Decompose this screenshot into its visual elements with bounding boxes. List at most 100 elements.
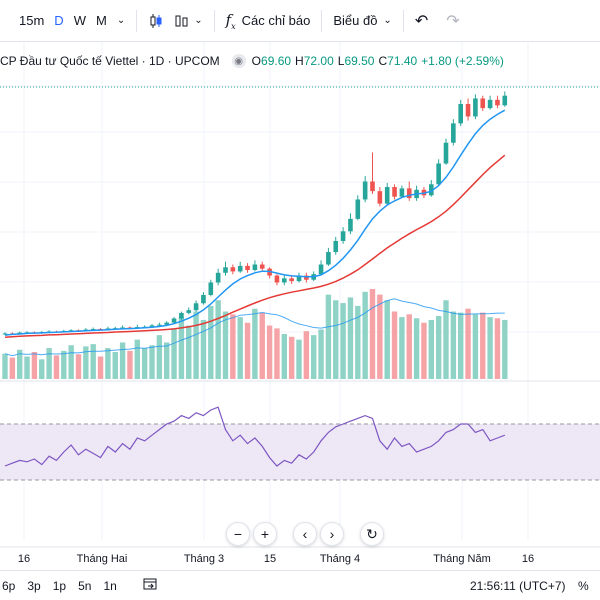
candle-body xyxy=(348,218,353,232)
volume-bar xyxy=(502,319,508,379)
candle-body xyxy=(487,99,493,109)
volume-bar xyxy=(259,312,265,379)
volume-bar xyxy=(75,354,82,379)
toolbar-divider xyxy=(402,9,404,32)
volume-bar xyxy=(318,329,324,379)
volume-bar xyxy=(112,352,118,379)
interval-15m-button[interactable]: 15m xyxy=(19,13,45,28)
reset-chart-button[interactable]: ↻ xyxy=(360,522,384,546)
volume-bar xyxy=(127,350,133,379)
volume-bar xyxy=(288,336,295,379)
time-axis-label: Tháng Hai xyxy=(76,553,128,565)
timezone-clock[interactable]: 21:56:11 (UTC+7) xyxy=(470,579,566,593)
volume-bar xyxy=(164,342,170,379)
goto-date-button[interactable] xyxy=(137,577,163,594)
chart-legend: CP Đầu tư Quốc tế Viettel · 1D · UPCOM ◉… xyxy=(0,50,600,72)
candle-body xyxy=(296,275,302,282)
volume-bar xyxy=(340,303,346,379)
rsi-band xyxy=(0,424,600,480)
interval-week-button[interactable]: W xyxy=(73,13,86,28)
volume-bar xyxy=(2,353,8,379)
candle-body xyxy=(406,188,412,199)
candles-chart-type-button[interactable] xyxy=(143,7,169,35)
indicators-button[interactable]: fx Các chỉ báo xyxy=(221,7,316,35)
range-1m-button[interactable]: 1p xyxy=(52,578,67,593)
interval-day-button[interactable]: D xyxy=(54,13,64,28)
candle-body xyxy=(164,322,169,325)
symbol-title[interactable]: CP Đầu tư Quốc tế Viettel · 1D · UPCOM xyxy=(0,54,220,68)
candle-body xyxy=(215,272,221,283)
range-1d-button[interactable]: 1n xyxy=(103,578,117,593)
candle-body xyxy=(2,333,8,335)
reset-icon: ↻ xyxy=(366,525,378,542)
chart-canvas[interactable] xyxy=(0,42,600,570)
candle-body xyxy=(157,324,162,326)
volume-bar xyxy=(377,294,383,379)
candle-body xyxy=(274,275,280,283)
close-label: C xyxy=(378,54,388,68)
percent-scale-button[interactable]: % xyxy=(578,579,589,593)
undo-icon: ↶ xyxy=(414,12,429,30)
candle-body xyxy=(429,184,434,196)
volume-bar xyxy=(97,356,104,379)
volume-bar xyxy=(252,308,258,379)
scroll-left-button[interactable]: ‹ xyxy=(293,522,317,546)
range-3m-button[interactable]: 3p xyxy=(27,578,41,593)
candle-body xyxy=(480,98,486,109)
volume-bar xyxy=(355,305,361,379)
volume-bar xyxy=(24,356,30,379)
scroll-right-button[interactable]: › xyxy=(320,522,344,546)
volume-bar xyxy=(9,357,16,379)
compare-button[interactable]: ⌄ xyxy=(169,7,207,35)
volume-bar xyxy=(61,350,67,379)
chevron-down-icon: ⌄ xyxy=(383,15,392,26)
high-value: 72.00 xyxy=(303,54,334,68)
candle-body xyxy=(399,188,405,197)
candle-body xyxy=(355,199,361,219)
candlestick-icon xyxy=(150,13,162,28)
volume-bar xyxy=(274,328,280,379)
volume-bar xyxy=(171,328,177,379)
chart-type-button[interactable]: Biểu đồ ⌄ xyxy=(328,7,396,35)
low-value: 69.50 xyxy=(344,54,375,68)
undo-button[interactable]: ↶ xyxy=(410,7,433,35)
volume-bar xyxy=(281,334,287,379)
candle-body xyxy=(318,264,324,275)
volume-bar xyxy=(450,311,457,379)
eye-icon[interactable]: ◉ xyxy=(231,54,246,68)
volume-bar xyxy=(31,352,38,379)
volume-bar xyxy=(83,346,89,379)
range-6m-button[interactable]: 6p xyxy=(2,578,16,593)
volume-bar xyxy=(134,339,140,379)
candle-body xyxy=(193,303,199,311)
volume-bar xyxy=(480,312,486,379)
volume-bar xyxy=(384,300,390,379)
time-axis-label: Tháng 4 xyxy=(319,553,361,565)
toolbar-divider xyxy=(136,9,138,32)
calendar-arrow-icon xyxy=(143,578,157,590)
zoom-in-button[interactable]: + xyxy=(253,522,277,546)
chevron-down-icon: ⌄ xyxy=(116,15,126,26)
redo-icon: ↷ xyxy=(446,12,460,30)
interval-month-button[interactable]: M xyxy=(95,13,107,28)
low-label: L xyxy=(337,54,345,68)
redo-button[interactable]: ↷ xyxy=(441,7,464,35)
volume-bar xyxy=(472,314,479,379)
candle-body xyxy=(458,103,463,124)
volume-bar xyxy=(435,316,442,379)
moving-averages xyxy=(4,109,506,338)
zoom-out-button[interactable]: − xyxy=(226,522,250,546)
volume-bar xyxy=(443,300,449,379)
volume-bar xyxy=(362,291,368,379)
time-axis-label: Tháng Năm xyxy=(433,553,491,565)
interval-dropdown-button[interactable]: ⌄ xyxy=(112,7,130,35)
candle-body xyxy=(377,191,383,204)
chevron-down-icon: ⌄ xyxy=(194,15,203,26)
candle-body xyxy=(392,187,397,197)
close-value: 71.40 xyxy=(387,54,418,68)
candle-body xyxy=(230,267,236,272)
volume-bar xyxy=(156,335,163,379)
range-5d-button[interactable]: 5n xyxy=(78,578,92,593)
candle-body xyxy=(465,103,471,117)
volume-bar xyxy=(39,359,45,379)
